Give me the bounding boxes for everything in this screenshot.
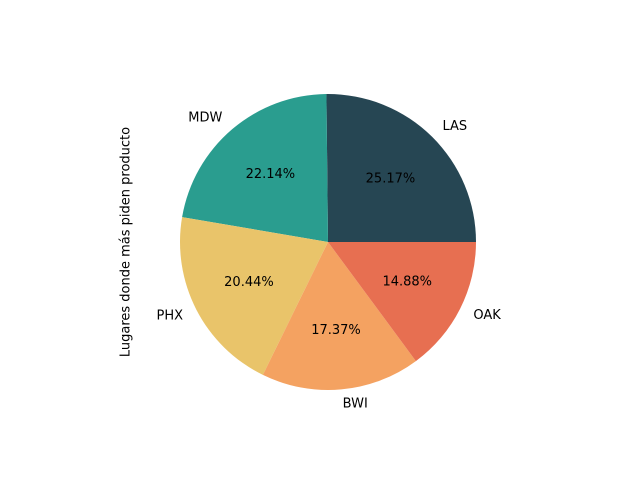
pie-slice-mdw — [182, 94, 328, 242]
pct-label-phx: 20.44% — [224, 275, 274, 290]
pie-slice-phx — [180, 217, 328, 375]
pct-label-las: 25.17% — [366, 171, 416, 186]
pie-slice-bwi — [262, 242, 416, 391]
pie-slice-las — [326, 94, 476, 242]
pct-label-bwi: 17.37% — [311, 323, 361, 338]
pie-slice-oak — [328, 242, 476, 362]
pie-labels: LAS 25.17% MDW 22.14% PHX 20.44% BWI 17.37% OAK 1… — [157, 111, 502, 412]
y-axis-label: Lugares donde más piden producto — [119, 127, 134, 357]
slice-label-oak: OAK — [473, 308, 501, 323]
slice-label-phx: PHX — [157, 309, 184, 324]
pie-slices — [180, 94, 476, 391]
pct-label-mdw: 22.14% — [246, 167, 296, 182]
slice-label-las: LAS — [443, 119, 468, 134]
pct-label-oak: 14.88% — [382, 275, 432, 290]
slice-label-bwi: BWI — [343, 397, 368, 412]
slice-label-mdw: MDW — [188, 111, 222, 126]
